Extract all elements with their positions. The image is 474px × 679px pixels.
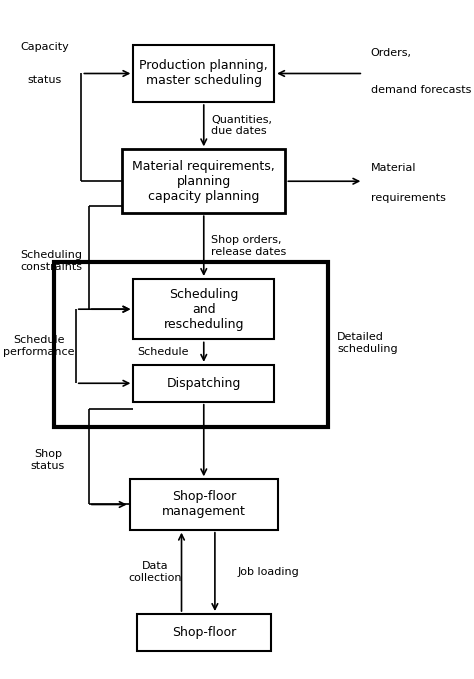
Text: Material requirements,
planning
capacity planning: Material requirements, planning capacity… [132,160,275,203]
Text: Scheduling
constraints: Scheduling constraints [21,251,82,272]
Text: Schedule: Schedule [137,347,189,357]
Text: Capacity: Capacity [20,41,69,52]
Bar [122,149,285,213]
Text: Detailed
scheduling: Detailed scheduling [337,332,398,354]
Text: Production planning,
master scheduling: Production planning, master scheduling [139,60,268,88]
Text: demand forecasts: demand forecasts [371,86,471,95]
Bar [133,45,274,102]
Text: Shop orders,
release dates: Shop orders, release dates [211,235,286,257]
Text: Shop-floor: Shop-floor [172,626,236,639]
Text: Data
collection: Data collection [129,561,182,583]
Text: requirements: requirements [371,193,446,203]
Text: Job loading: Job loading [237,567,299,577]
Text: status: status [27,75,62,86]
Bar [133,279,274,340]
Text: Scheduling
and
rescheduling: Scheduling and rescheduling [164,288,244,331]
Text: Schedule
performance: Schedule performance [3,335,74,357]
Bar [54,262,328,427]
Bar [133,365,274,402]
Text: Orders,: Orders, [371,48,412,58]
Text: Material: Material [371,163,416,172]
Text: Quantities,
due dates: Quantities, due dates [211,115,272,136]
Bar [129,479,278,530]
Text: Shop-floor
management: Shop-floor management [162,490,246,519]
Text: Dispatching: Dispatching [166,377,241,390]
Text: Shop
status: Shop status [31,449,65,471]
Bar [137,614,271,651]
